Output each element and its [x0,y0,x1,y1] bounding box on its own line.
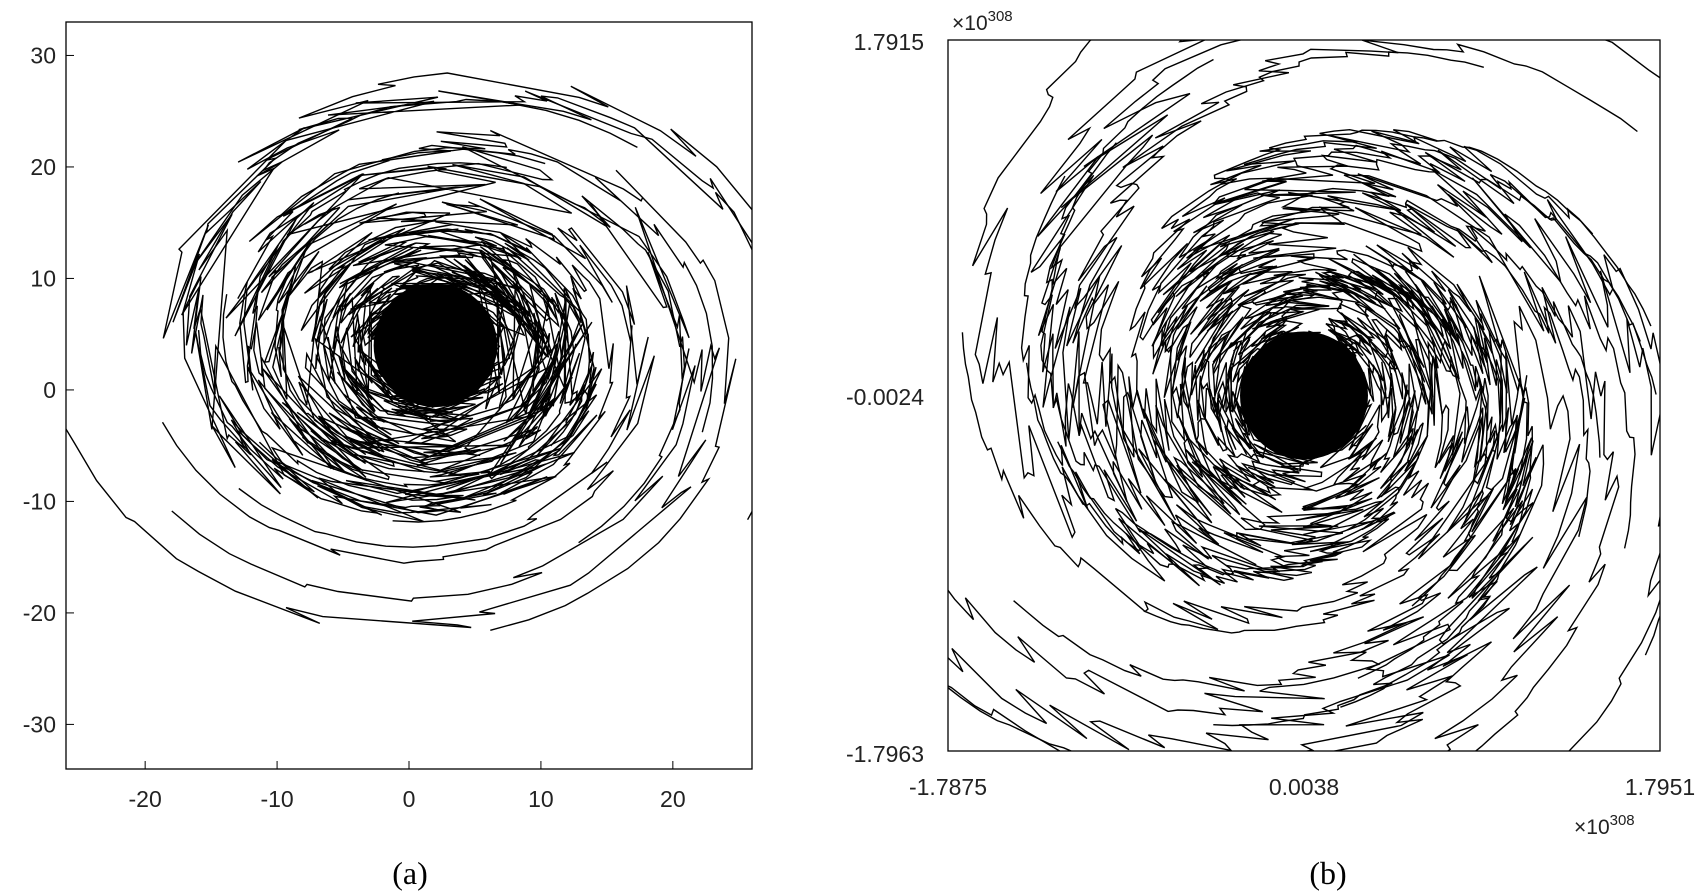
panel-a: -20 -10 0 10 20 -30 -20 -10 0 10 20 30 (a) [23,21,753,891]
panel-a-ytick-label: 20 [30,154,56,180]
panel-a-xtick-label: 0 [403,786,416,812]
panel-b: 1.7915 -0.0024 -1.7963 -1.7875 0.0038 1.… [846,8,1695,891]
panel-b-trajectory-12 [1030,40,1324,535]
panel-b-xtick-right: 1.7951 [1625,774,1695,800]
panel-a-ytick-label: 30 [30,42,56,68]
panel-a-ytick-label: -30 [23,711,56,737]
panel-b-y-exponent: ×10308 [952,8,1013,35]
panel-a-caption: (a) [392,855,428,891]
panel-b-trajectory-18 [1270,246,1588,751]
panel-b-xtick-middle: 0.0038 [1269,774,1339,800]
panel-b-axes-box [947,39,1661,752]
panel-a-ytick-label: 10 [30,265,56,291]
panel-a-spiral-core [373,283,498,408]
panel-a-ytick-label: 0 [43,377,56,403]
panel-b-trajectory-24 [1073,40,1638,505]
panel-b-trajectory-2 [1072,51,1484,517]
panel-b-spiral-core [1240,331,1368,460]
panel-b-trajectory-14 [1051,40,1660,515]
panel-b-ytick-bottom: -1.7963 [846,741,924,767]
panel-b-ytick-top: 1.7915 [854,29,924,55]
panel-a-ytick-label: -10 [23,488,56,514]
panel-a-trajectories [66,72,752,631]
panel-a-trajectory-6 [162,72,752,516]
panel-b-trajectory-19 [1150,130,1652,459]
panel-b-x-exponent: ×10308 [1574,812,1635,839]
panel-b-caption: (b) [1309,855,1346,891]
panel-b-trajectory-21 [971,40,1378,587]
panel-b-trajectories [948,40,1660,751]
panel-b-ytick-middle: -0.0024 [846,384,924,410]
panel-b-trajectory-34 [1161,150,1657,450]
panel-b-trajectory-33 [948,334,1490,716]
panel-a-ytick-label: -20 [23,600,56,626]
panel-a-xtick-label: 20 [660,786,686,812]
panel-b-trajectory-30 [961,332,1430,631]
panel-b-trajectory-9 [1213,270,1529,727]
panel-a-ticks: -20 -10 0 10 20 -30 -20 -10 0 10 20 30 [23,42,686,812]
panel-b-xtick-left: -1.7875 [909,774,987,800]
panel-a-xtick-label: -20 [129,786,162,812]
panel-a-xtick-label: -10 [260,786,293,812]
panel-a-xtick-label: 10 [528,786,554,812]
